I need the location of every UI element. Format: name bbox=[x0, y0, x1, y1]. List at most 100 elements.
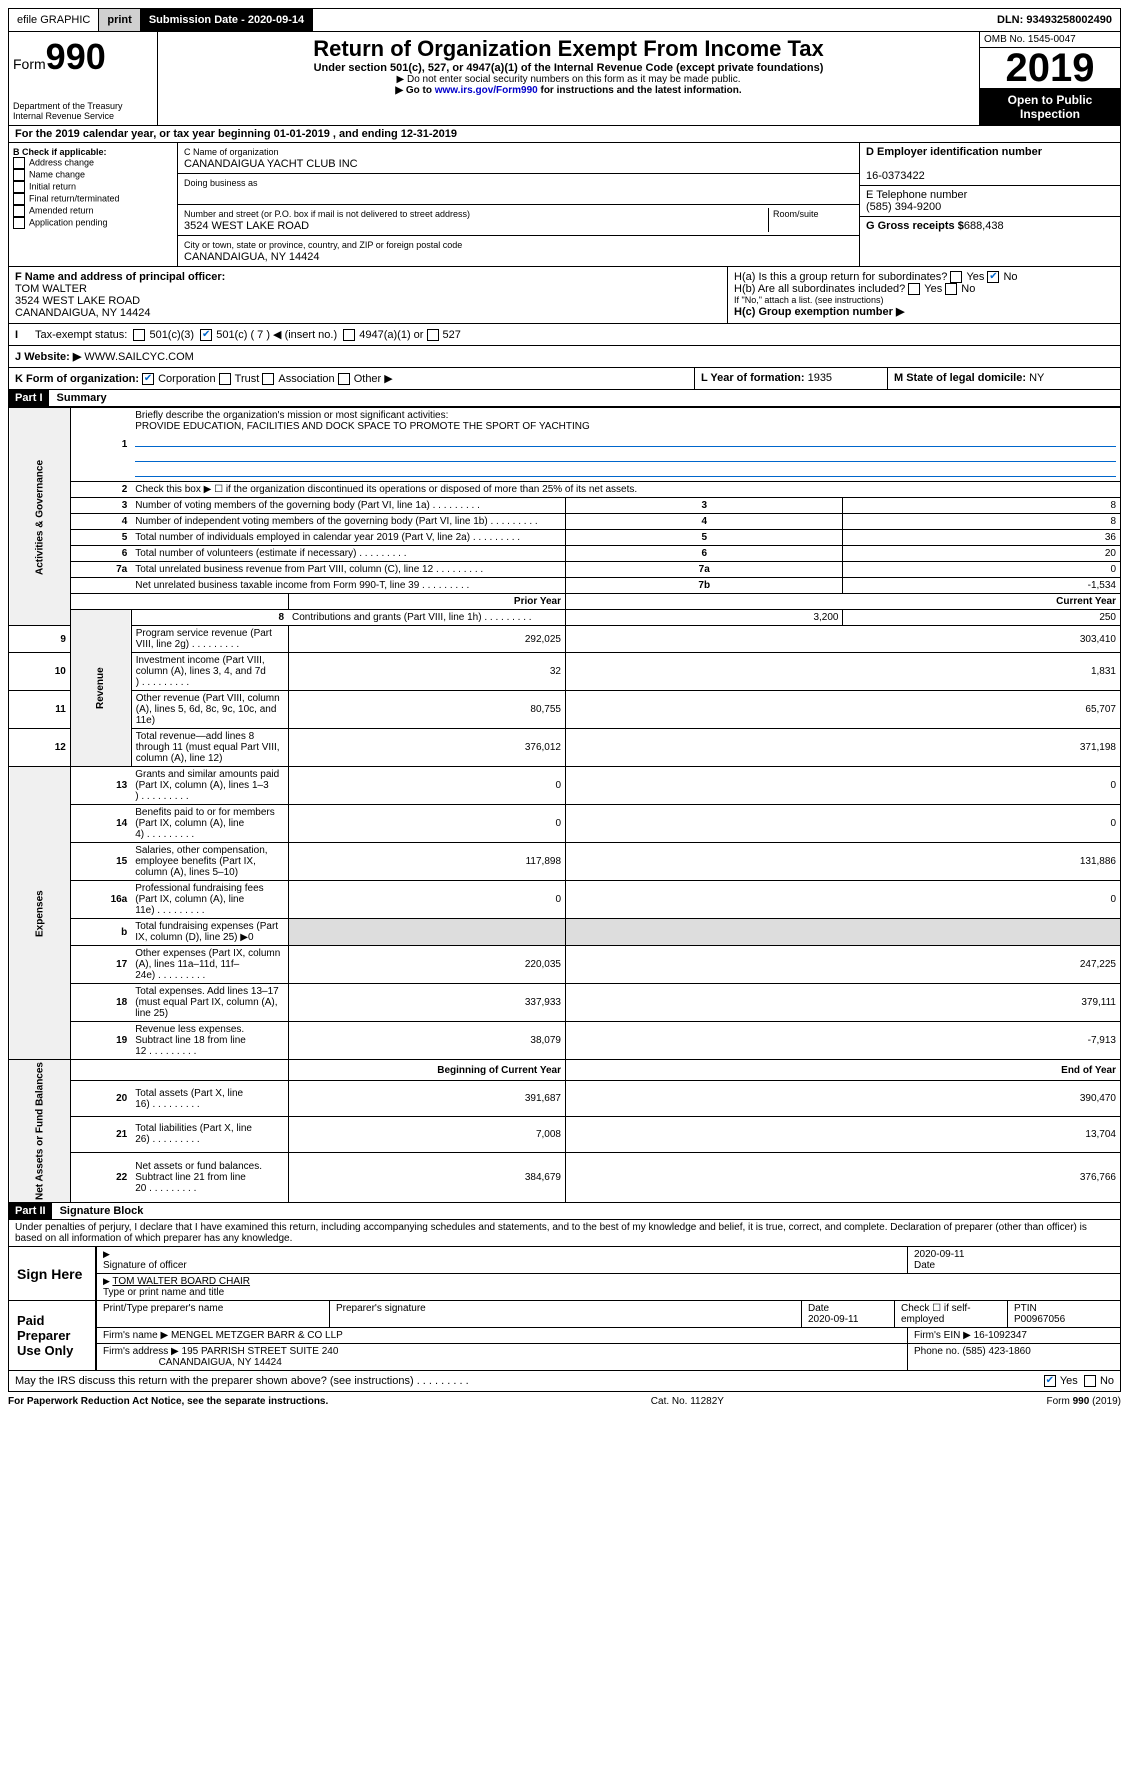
line-9: Program service revenue (Part VIII, line… bbox=[131, 626, 288, 653]
line-20: Total assets (Part X, line 16) bbox=[131, 1081, 288, 1117]
firm-city: CANANDAIGUA, NY 14424 bbox=[159, 1357, 282, 1368]
m-label: M State of legal domicile: bbox=[894, 372, 1026, 384]
line-2: Check this box ▶ ☐ if the organization d… bbox=[131, 482, 1120, 498]
prep-name-hdr: Print/Type preparer's name bbox=[97, 1301, 330, 1327]
dba-label: Doing business as bbox=[184, 178, 258, 188]
line-7a: Total unrelated business revenue from Pa… bbox=[131, 562, 565, 578]
form-header: Form990 Department of the Treasury Inter… bbox=[8, 32, 1121, 126]
city-state-zip: CANANDAIGUA, NY 14424 bbox=[184, 251, 320, 263]
sig-name: TOM WALTER BOARD CHAIR bbox=[112, 1276, 250, 1287]
tax-year: 2019 bbox=[980, 48, 1120, 88]
checkbox-501c[interactable] bbox=[200, 329, 212, 341]
sig-name-label: Type or print name and title bbox=[103, 1287, 224, 1298]
mission-text: PROVIDE EDUCATION, FACILITIES AND DOCK S… bbox=[135, 421, 590, 432]
website-value: WWW.SAILCYC.COM bbox=[84, 351, 193, 363]
line-18: Total expenses. Add lines 13–17 (must eq… bbox=[131, 984, 288, 1022]
side-revenue: Revenue bbox=[70, 610, 131, 767]
side-netassets: Net Assets or Fund Balances bbox=[9, 1060, 71, 1203]
street-address: 3524 WEST LAKE ROAD bbox=[184, 220, 309, 232]
officer-name: TOM WALTER bbox=[15, 283, 87, 295]
org-name: CANANDAIGUA YACHT CLUB INC bbox=[184, 158, 358, 170]
firm-ein-label: Firm's EIN ▶ bbox=[914, 1330, 971, 1341]
checkbox-discuss-yes[interactable] bbox=[1044, 1375, 1056, 1387]
checkbox-final-return[interactable] bbox=[13, 193, 25, 205]
bcy-hdr: Beginning of Current Year bbox=[288, 1060, 565, 1081]
line-16b: Total fundraising expenses (Part IX, col… bbox=[131, 919, 288, 946]
firm-name: MENGEL METZGER BARR & CO LLP bbox=[171, 1330, 343, 1341]
l-label: L Year of formation: bbox=[701, 372, 805, 384]
part-i-label: Part I bbox=[9, 390, 49, 406]
checkbox-527[interactable] bbox=[427, 329, 439, 341]
officer-addr: 3524 WEST LAKE ROAD bbox=[15, 295, 140, 307]
gross-receipts-value: 688,438 bbox=[964, 220, 1004, 232]
checkbox-corp[interactable] bbox=[142, 373, 154, 385]
state-domicile: NY bbox=[1029, 372, 1044, 384]
h-b-note: If "No," attach a list. (see instruction… bbox=[734, 295, 1114, 305]
checkbox-hb-yes[interactable] bbox=[908, 283, 920, 295]
checkbox-4947[interactable] bbox=[343, 329, 355, 341]
checkbox-ha-no[interactable] bbox=[987, 271, 999, 283]
side-activities: Activities & Governance bbox=[9, 408, 71, 626]
prior-year-hdr: Prior Year bbox=[288, 594, 565, 610]
phone-label: E Telephone number bbox=[866, 189, 967, 201]
h-b: H(b) Are all subordinates included? Yes … bbox=[734, 283, 1114, 295]
line-16a: Professional fundraising fees (Part IX, … bbox=[131, 881, 288, 919]
checkbox-amended[interactable] bbox=[13, 205, 25, 217]
checkbox-ha-yes[interactable] bbox=[950, 271, 962, 283]
side-expenses: Expenses bbox=[9, 767, 71, 1060]
checkbox-address-change[interactable] bbox=[13, 157, 25, 169]
part-i-title: Summary bbox=[49, 390, 115, 406]
firm-addr-label: Firm's address ▶ bbox=[103, 1346, 179, 1357]
line-6: Total number of volunteers (estimate if … bbox=[131, 546, 565, 562]
checkbox-501c3[interactable] bbox=[133, 329, 145, 341]
footer-center: Cat. No. 11282Y bbox=[651, 1396, 724, 1407]
line-5: Total number of individuals employed in … bbox=[131, 530, 565, 546]
line-1-label: Briefly describe the organization's miss… bbox=[135, 410, 448, 421]
print-button[interactable]: print bbox=[99, 9, 140, 31]
checkbox-assoc[interactable] bbox=[262, 373, 274, 385]
checkbox-hb-no[interactable] bbox=[945, 283, 957, 295]
instructions-link[interactable]: www.irs.gov/Form990 bbox=[435, 85, 538, 96]
line-14: Benefits paid to or for members (Part IX… bbox=[131, 805, 288, 843]
checkbox-initial-return[interactable] bbox=[13, 181, 25, 193]
line-4: Number of independent voting members of … bbox=[131, 514, 565, 530]
checkbox-other[interactable] bbox=[338, 373, 350, 385]
form-number: Form990 bbox=[13, 36, 153, 78]
footer-left: For Paperwork Reduction Act Notice, see … bbox=[8, 1396, 328, 1407]
part-i-table: Activities & Governance 1 Briefly descri… bbox=[8, 407, 1121, 1203]
sign-here-block: Sign Here Signature of officer2020-09-11… bbox=[8, 1247, 1121, 1301]
checkbox-discuss-no[interactable] bbox=[1084, 1375, 1096, 1387]
ptin-hdr: PTIN bbox=[1014, 1303, 1037, 1314]
k-label: K Form of organization: bbox=[15, 373, 139, 385]
checkbox-name-change[interactable] bbox=[13, 169, 25, 181]
part-ii-label: Part II bbox=[9, 1203, 52, 1219]
form-title: Return of Organization Exempt From Incom… bbox=[166, 36, 971, 62]
ein-value: 16-0373422 bbox=[866, 170, 925, 182]
city-label: City or town, state or province, country… bbox=[184, 240, 462, 250]
section-b-checkboxes: B Check if applicable: Address change Na… bbox=[9, 143, 178, 266]
firm-addr: 195 PARRISH STREET SUITE 240 bbox=[182, 1346, 339, 1357]
submission-date-button[interactable]: Submission Date - 2020-09-14 bbox=[141, 9, 313, 31]
j-label: J bbox=[15, 351, 21, 363]
org-name-label: C Name of organization bbox=[184, 147, 279, 157]
line-10: Investment income (Part VIII, column (A)… bbox=[131, 653, 288, 691]
sig-officer-label: Signature of officer bbox=[103, 1260, 187, 1271]
prep-date: 2020-09-11 bbox=[808, 1314, 858, 1325]
tax-exempt-label: Tax-exempt status: bbox=[35, 329, 127, 341]
line-19: Revenue less expenses. Subtract line 18 … bbox=[131, 1022, 288, 1060]
line-15: Salaries, other compensation, employee b… bbox=[131, 843, 288, 881]
eoy-hdr: End of Year bbox=[566, 1060, 1121, 1081]
discuss-label: May the IRS discuss this return with the… bbox=[15, 1375, 1044, 1387]
line-12: Total revenue—add lines 8 through 11 (mu… bbox=[131, 729, 288, 767]
dln-label: DLN: 93493258002490 bbox=[997, 14, 1120, 26]
line-13: Grants and similar amounts paid (Part IX… bbox=[131, 767, 288, 805]
line-22: Net assets or fund balances. Subtract li… bbox=[131, 1152, 288, 1202]
part-ii-title: Signature Block bbox=[52, 1203, 152, 1219]
paid-preparer-block: Paid Preparer Use Only Print/Type prepar… bbox=[8, 1301, 1121, 1371]
current-year-hdr: Current Year bbox=[566, 594, 1121, 610]
efile-label: efile GRAPHIC bbox=[9, 9, 99, 31]
line-8: Contributions and grants (Part VIII, lin… bbox=[288, 610, 565, 626]
checkbox-trust[interactable] bbox=[219, 373, 231, 385]
checkbox-application-pending[interactable] bbox=[13, 217, 25, 229]
row-a-taxyear: For the 2019 calendar year, or tax year … bbox=[8, 126, 1121, 143]
